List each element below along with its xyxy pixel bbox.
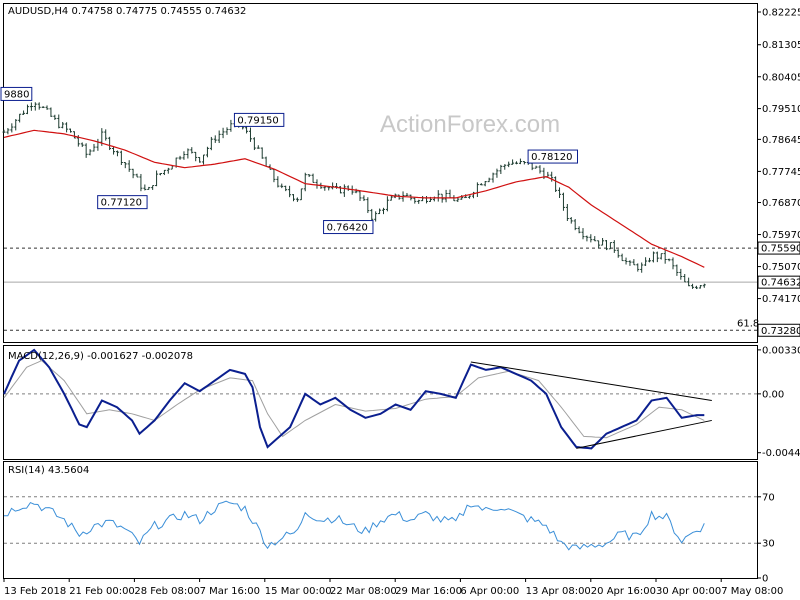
time-tick-label: 28 Feb 08:00 xyxy=(134,586,200,597)
price-y-tick-label: 0.74170 xyxy=(762,294,800,305)
macd-trendline xyxy=(576,419,712,449)
fib-label: 61.8 xyxy=(737,318,759,329)
rsi-panel-frame xyxy=(3,461,758,579)
price-y-tick-label: 0.75970 xyxy=(762,230,800,241)
price-annotation-box xyxy=(527,149,578,164)
price-annotation-label: 0.79150 xyxy=(237,115,278,126)
price-y-tick-label: 0.75070 xyxy=(762,262,800,273)
price-y-tick-label: 0.80405 xyxy=(762,72,800,83)
macd-panel-frame xyxy=(3,345,758,460)
macd-y-tick-label: 0.00 xyxy=(762,389,784,400)
macd-trendline xyxy=(470,361,712,401)
price-level-box xyxy=(757,323,800,337)
price-level-box xyxy=(757,275,800,289)
time-tick-label: 22 Mar 08:00 xyxy=(330,586,397,597)
price-annotation-box xyxy=(323,220,374,235)
watermark: ActionForex.com xyxy=(380,111,560,138)
price-y-tick-label: 0.76870 xyxy=(762,198,800,209)
price-annotation-box xyxy=(0,86,33,101)
time-tick-label: 21 Feb 00:00 xyxy=(69,586,135,597)
macd-header: MACD(12,26,9) -0.001627 -0.002078 xyxy=(8,351,193,362)
time-tick-label: 6 Apr 00:00 xyxy=(460,586,519,597)
price-annotation-box xyxy=(233,112,285,127)
price-panel-frame xyxy=(3,3,758,343)
price-level-label: 0.73280 xyxy=(761,326,800,337)
rsi-y-tick-label: 30 xyxy=(762,539,775,550)
price-y-tick-label: 0.78645 xyxy=(762,135,800,146)
price-y-tick-label: 0.82225 xyxy=(762,8,800,19)
rsi-y-tick-label: 0 xyxy=(762,574,768,585)
price-y-tick-label: 0.77745 xyxy=(762,167,800,178)
moving-average-line xyxy=(3,129,705,268)
price-annotation-label: 0.76420 xyxy=(327,223,368,234)
macd-y-tick-label: -0.004427 xyxy=(762,448,800,459)
time-tick-label: 13 Feb 2018 xyxy=(4,586,66,597)
price-level-box xyxy=(757,241,800,255)
price-panel: 0.82225 0.81305 0.80405 0.79510 0.78645 0.777… xyxy=(0,8,800,337)
time-tick-label: 7 May 08:00 xyxy=(721,586,783,597)
price-annotation-label: 0.78120 xyxy=(531,152,572,163)
price-level-label: 0.74632 xyxy=(761,278,800,289)
price-y-tick-label: 0.81305 xyxy=(762,40,800,51)
rsi-y-tick-label: 70 xyxy=(762,492,775,503)
price-annotation-label: 0.77120 xyxy=(101,198,142,209)
rsi-panel: 70 30 0 xyxy=(3,492,775,585)
macd-line xyxy=(3,348,705,450)
rsi-header: RSI(14) 43.5604 xyxy=(8,465,89,476)
price-header: AUDUSD,H4 0.74758 0.74775 0.74555 0.7463… xyxy=(8,6,246,17)
macd-y-tick-label: 0.003308 xyxy=(762,345,800,356)
time-tick-label: 13 Apr 08:00 xyxy=(526,586,591,597)
time-tick-label: 30 Apr 00:00 xyxy=(656,586,721,597)
time-tick-label: 29 Mar 16:00 xyxy=(395,586,462,597)
time-tick-label: 15 Mar 00:00 xyxy=(265,586,332,597)
time-axis: 13 Feb 2018 21 Feb 00:00 28 Feb 08:00 7 Mar… xyxy=(3,578,783,597)
price-annotation-label: 9880 xyxy=(4,89,29,100)
time-tick-label: 20 Apr 16:00 xyxy=(591,586,656,597)
rsi-line xyxy=(3,500,705,551)
price-annotation-box xyxy=(97,195,148,210)
price-level-label: 0.75590 xyxy=(761,244,800,255)
price-y-tick-label: 0.79510 xyxy=(762,104,800,115)
time-tick-label: 7 Mar 16:00 xyxy=(200,586,260,597)
macd-panel: 0.003308 0.00 -0.004427 xyxy=(3,345,800,459)
